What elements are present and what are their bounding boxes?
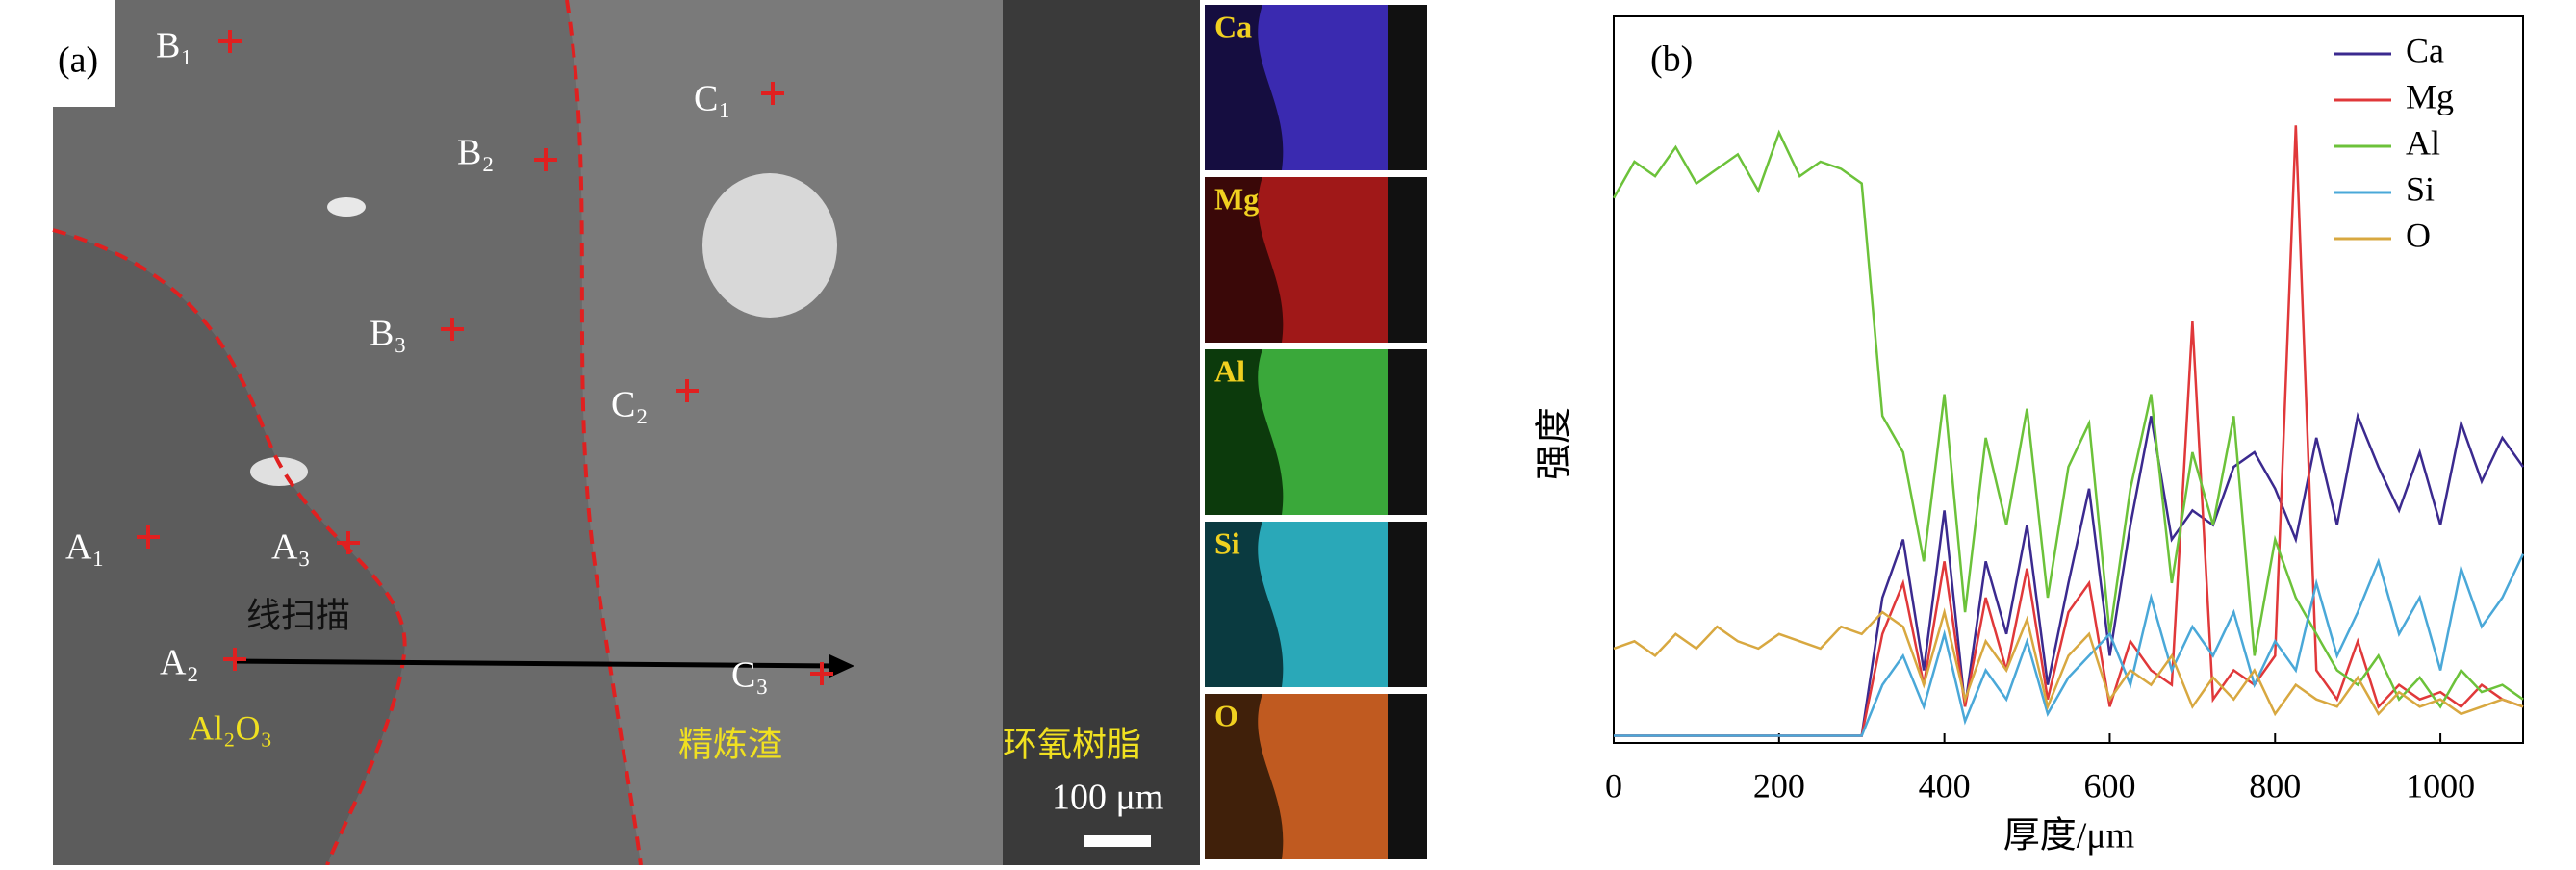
map-shade: [1205, 177, 1284, 343]
legend-label: Mg: [2406, 77, 2454, 115]
data-line: [1614, 553, 2525, 737]
point-label: C₃: [731, 655, 769, 696]
legend-label: Ca: [2406, 31, 2444, 69]
point-label: A₂: [160, 643, 199, 683]
map-shade: [1205, 522, 1284, 687]
x-tick-label: 600: [2083, 766, 2135, 805]
x-tick-label: 400: [1919, 766, 1971, 805]
point-label: B₁: [156, 26, 193, 66]
scale-bar-label: 100 μm: [1052, 778, 1163, 818]
y-axis-label: 强度: [1535, 407, 1575, 480]
map-label: O: [1214, 698, 1238, 732]
data-line: [1613, 607, 2524, 717]
map-shade: [1388, 694, 1427, 859]
panel-label: (b): [1650, 39, 1693, 80]
region-label: 精炼渣: [678, 725, 782, 763]
data-line: [1612, 129, 2524, 709]
point-label: B₃: [370, 314, 407, 354]
x-tick-label: 1000: [2406, 766, 2475, 805]
legend-label: Al: [2406, 123, 2440, 162]
map-shade: [1388, 5, 1427, 170]
point-label: B₂: [457, 133, 495, 173]
data-line: [1614, 125, 2524, 737]
point-label: C₂: [611, 385, 649, 425]
map-shade: [1388, 177, 1427, 343]
point-label: C₁: [694, 79, 731, 119]
plot-frame: [1613, 15, 2524, 744]
region-label: Al₂O₃: [189, 708, 272, 747]
map-label: Al: [1214, 353, 1245, 388]
eds-maps: Ca Mg Al Si O: [1205, 5, 1427, 859]
point-label: A₃: [271, 527, 311, 568]
sem-image: (a) B₁ B₂ B₃ C₁ C₂ C₃ A₁ A₂ A₃ 线扫描 Al₂O₃…: [52, 0, 1200, 866]
map-label: Si: [1214, 525, 1240, 560]
legend-label: Si: [2406, 169, 2435, 208]
map-shade: [1205, 5, 1284, 170]
map-shade: [1205, 349, 1284, 515]
map-shade: [1205, 694, 1284, 859]
region-label: 环氧树脂: [1003, 725, 1141, 763]
data-line: [1614, 411, 2525, 737]
point-label: A₁: [65, 527, 105, 568]
map-shade: [1388, 522, 1427, 687]
x-tick-label: 200: [1753, 766, 1805, 805]
panel-label: (a): [58, 40, 98, 81]
x-tick-label: 0: [1605, 766, 1622, 805]
x-axis-label: 厚度/μm: [2003, 816, 2135, 857]
x-tick-label: 800: [2249, 766, 2301, 805]
map-shade: [1388, 349, 1427, 515]
scan-label: 线扫描: [246, 596, 350, 634]
map-label: Ca: [1214, 9, 1252, 43]
map-label: Mg: [1214, 181, 1259, 216]
legend-label: O: [2406, 216, 2431, 254]
